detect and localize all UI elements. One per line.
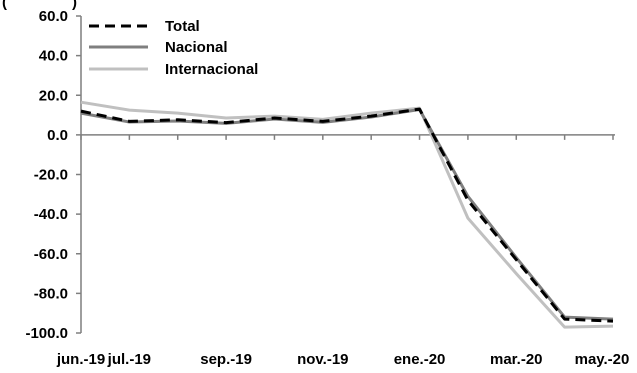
series-line-nacional [80, 108, 614, 321]
x-tick-label: mar.-20 [490, 351, 543, 368]
x-tick-label: nov.-19 [297, 351, 348, 368]
legend-label-nacional: Nacional [165, 39, 228, 56]
y-tick-label: 20.0 [39, 87, 68, 104]
top-left-paren-open: ( [2, 0, 7, 11]
y-tick-label: -60.0 [34, 246, 68, 263]
legend-label-internacional: Internacional [165, 61, 258, 78]
top-left-paren-close: ) [72, 0, 77, 11]
legend-label-total: Total [165, 18, 200, 35]
y-tick-label: -20.0 [34, 167, 68, 184]
x-tick-label: sep.-19 [200, 351, 252, 368]
series-line-internacional [80, 100, 614, 329]
y-tick-label: 60.0 [39, 8, 68, 25]
x-tick-label: may.-20 [575, 351, 630, 368]
series-line-total [80, 107, 614, 323]
y-tick-label: 40.0 [39, 48, 68, 65]
x-axis: jun.-19 jul.-19 sep.-19 nov.-19 ene.-20 mar.-… [56, 134, 630, 368]
legend: Total Nacional Internacional [89, 18, 258, 78]
y-tick-label: 0.0 [47, 127, 68, 144]
x-tick-label: ene.-20 [394, 351, 446, 368]
y-tick-label: -40.0 [34, 206, 68, 223]
y-tick-label: -100.0 [25, 325, 68, 342]
x-tick-label: jun.-19 [56, 351, 105, 368]
series-layer [80, 100, 614, 329]
x-tick-label: jul.-19 [107, 351, 151, 368]
y-axis: 60.0 40.0 20.0 0.0 -20.0 -40.0 -60.0 -80.0 -100.… [25, 8, 82, 342]
y-tick-label: -80.0 [34, 285, 68, 302]
